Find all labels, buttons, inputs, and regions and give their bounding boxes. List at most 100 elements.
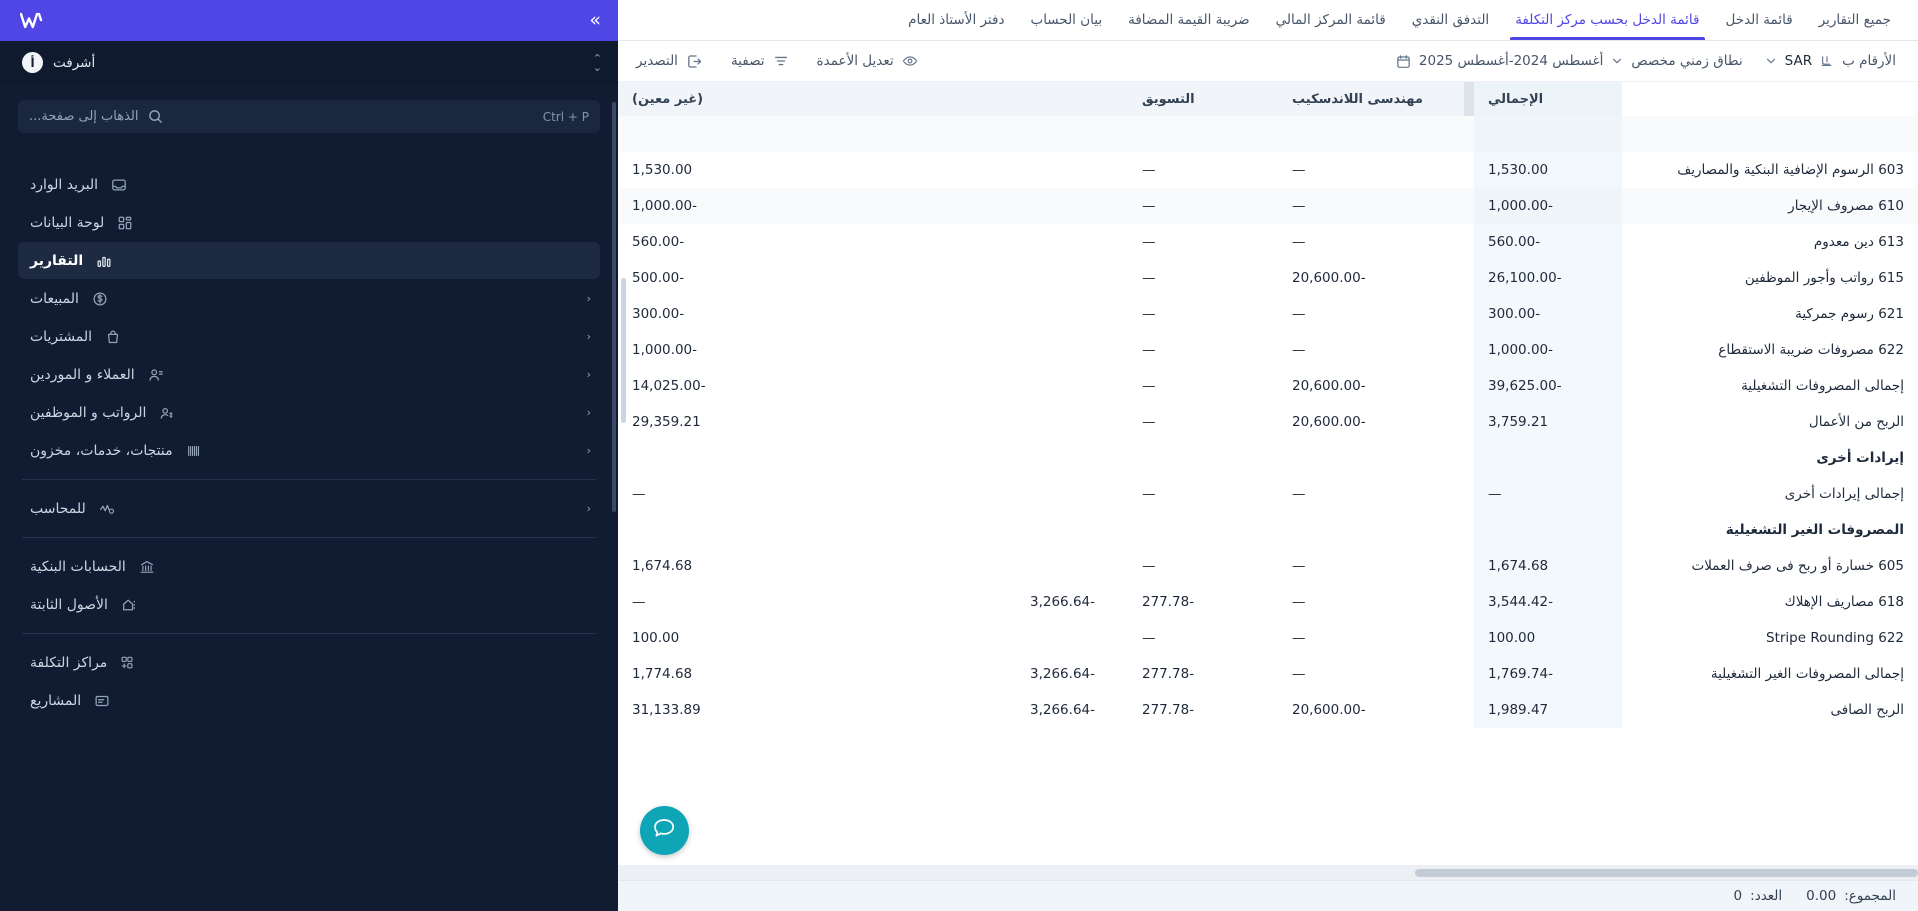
chat-widget-button[interactable] (640, 806, 689, 855)
row-total: 1,989.47 (1474, 692, 1622, 728)
col-header-unassigned[interactable]: (غير معين) (618, 82, 1016, 116)
dashboard-icon (117, 215, 133, 231)
export-icon (686, 53, 703, 70)
tab-income-statement[interactable]: قائمة الدخل (1725, 12, 1793, 28)
table-row: 621 رسوم جمركية -300.00 — — -300.00 (618, 296, 1918, 332)
row-unassigned: — (632, 594, 646, 610)
sidebar-item-sales[interactable]: ‹ المبيعات (18, 280, 600, 317)
tab-cash-flow[interactable]: التدفق النقدي (1411, 12, 1490, 28)
chevron-left-icon-5: ‹ (586, 368, 591, 381)
avatar[interactable]: أ (22, 52, 43, 73)
row-total: -1,000.00 (1474, 188, 1622, 224)
export-button[interactable]: التصدير (636, 53, 703, 70)
col-header-total[interactable]: الإجمالي (1474, 82, 1622, 116)
table-header-row: الإجمالي مهندسى اللاندسكيب التسويق (غير … (618, 82, 1918, 116)
tab-income-by-cost-center[interactable]: قائمة الدخل بحسب مركز التكلفة (1502, 0, 1712, 40)
row-unassigned: -14,025.00 (632, 378, 706, 394)
search-input[interactable]: Ctrl + P الذهاب إلى صفحة... (18, 100, 600, 133)
row-unassigned: 29,359.21 (632, 414, 701, 430)
row-mkt: -277.78 (1142, 594, 1195, 610)
column-resize-handle[interactable] (1464, 82, 1474, 116)
table-row: 615 رواتب وأجور الموظفين -26,100.00 -20,… (618, 260, 1918, 296)
col-header-extra[interactable] (1016, 82, 1128, 116)
sidebar-item-label: الأصول الثابتة (30, 596, 108, 613)
row-total: -1,000.00 (1474, 332, 1622, 368)
row-mid (1016, 548, 1128, 584)
row-label: 615 رواتب وأجور الموظفين (1744, 270, 1904, 286)
row-unassigned (618, 116, 1016, 152)
tab-vat[interactable]: ضريبة القيمة المضافة (1128, 12, 1250, 28)
row-eng: — (1292, 162, 1306, 178)
filter-label: تصفية (730, 53, 765, 69)
chevron-left-icon-8: ‹ (586, 502, 591, 515)
tab-balance-sheet[interactable]: قائمة المركز المالي (1275, 12, 1386, 28)
row-mkt: — (1142, 486, 1156, 502)
horizontal-scrollbar-thumb[interactable] (1415, 869, 1918, 877)
row-mid: -3,266.64 (1030, 702, 1095, 718)
row-mkt: -277.78 (1142, 666, 1195, 682)
sidebar-item-cost-centers[interactable]: مراكز التكلفة (18, 644, 600, 681)
table-section-row: المصروفات الغير التشغيلية (618, 512, 1918, 548)
row-unassigned (618, 440, 1016, 476)
wafeq-logo-icon[interactable] (20, 12, 44, 30)
sidebar-item-purchases[interactable]: ‹ المشتريات (18, 318, 600, 355)
row-mkt: — (1142, 630, 1156, 646)
row-sep (1464, 404, 1474, 440)
row-mid: -3,266.64 (1030, 666, 1095, 682)
col-header-marketing[interactable]: التسويق (1128, 82, 1278, 116)
row-mid (1016, 188, 1128, 224)
row-unassigned (618, 512, 1016, 548)
horizontal-scrollbar[interactable] (618, 865, 1918, 880)
sidebar-item-inbox[interactable]: البريد الوارد (18, 166, 600, 203)
search-icon (148, 109, 163, 124)
edit-columns-label: تعديل الأعمدة (816, 53, 894, 69)
sidebar-item-accountant[interactable]: ‹ للمحاسب (18, 490, 600, 527)
sidebar-item-fixed-assets[interactable]: الأصول الثابتة (18, 586, 600, 623)
account-switch-icon[interactable]: ⌃ ⌄ (592, 51, 602, 74)
col-header-label[interactable] (1622, 82, 1918, 116)
row-total: 3,759.21 (1474, 404, 1622, 440)
row-total: 100.00 (1474, 620, 1622, 656)
expand-sidebar-icon[interactable]: » (589, 9, 601, 31)
sidebar-divider-1 (22, 479, 596, 480)
currency-riyal-icon (1820, 54, 1834, 68)
edit-columns-button[interactable]: تعديل الأعمدة (817, 53, 918, 69)
sales-icon (92, 291, 108, 307)
col-header-landscape-engineers[interactable]: مهندسى اللاندسكيب (1278, 82, 1464, 116)
sidebar-item-dashboard[interactable]: لوحة البيانات (18, 204, 600, 241)
user-account-row[interactable]: ⌃ ⌄ أشرفت أ (0, 41, 618, 84)
sidebar-item-bank-accounts[interactable]: الحسابات البنكية (18, 548, 600, 585)
row-total: -39,625.00 (1474, 368, 1622, 404)
sidebar-item-payroll[interactable]: ‹ الرواتب و الموظفين (18, 394, 600, 431)
table-row: الربح الصافى 1,989.47 -20,600.00 -277.78… (618, 692, 1918, 728)
tab-general-ledger[interactable]: دفتر الأستاذ العام (908, 12, 1005, 28)
row-mkt: — (1128, 188, 1278, 224)
row-sep (1464, 440, 1474, 476)
row-total: — (1474, 476, 1622, 512)
row-eng: — (1292, 558, 1306, 574)
payroll-icon (159, 405, 175, 421)
assets-icon (121, 597, 137, 613)
row-sep (1464, 152, 1474, 188)
date-range-selector[interactable]: نطاق زمني مخصص أغسطس 2024-أغسطس 2025 (1396, 53, 1743, 69)
sidebar: » ⌃ ⌄ أشرفت أ Ctrl + P الذهاب إلى صفحة... (0, 0, 618, 911)
vertical-scrollbar[interactable] (621, 278, 626, 423)
filter-button[interactable]: تصفية (731, 53, 789, 69)
row-sep (1464, 692, 1474, 728)
tab-all-reports[interactable]: جميع التقارير (1818, 12, 1891, 28)
sidebar-scrollbar[interactable] (612, 102, 616, 512)
sidebar-item-reports[interactable]: التقارير (18, 242, 600, 279)
tab-account-statement[interactable]: بيان الحساب (1030, 12, 1103, 28)
sidebar-item-label: مراكز التكلفة (30, 654, 108, 671)
sidebar-item-contacts[interactable]: ‹ العملاء و الموردين (18, 356, 600, 393)
chevron-down-icon (1765, 55, 1777, 67)
row-mid (1016, 152, 1128, 188)
sidebar-item-projects[interactable]: المشاريع (18, 682, 600, 719)
inventory-icon (186, 443, 202, 459)
sidebar-item-label: لوحة البيانات (30, 214, 105, 231)
sidebar-item-inventory[interactable]: ‹ منتجات، خدمات، مخزون (18, 432, 600, 469)
row-mkt: — (1142, 378, 1156, 394)
row-sep (1464, 188, 1474, 224)
currency-selector[interactable]: الأرقام ب SAR (1765, 53, 1896, 69)
table-row: إجمالى المصروفات الغير التشغيلية -1,769.… (618, 656, 1918, 692)
